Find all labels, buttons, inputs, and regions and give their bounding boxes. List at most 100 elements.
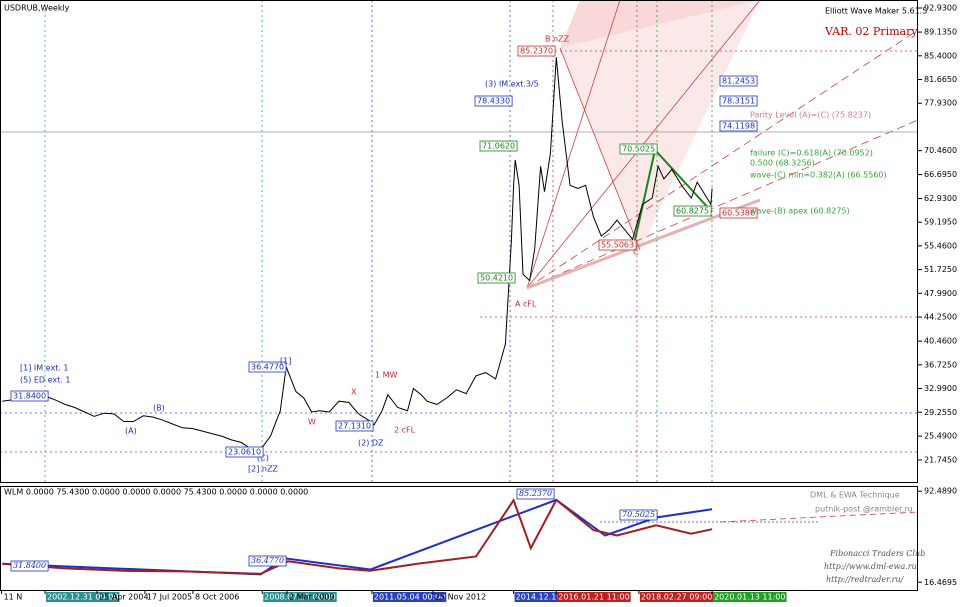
y-tick-label: 77.9300 [924,99,957,108]
fan-area [560,0,760,250]
annotation: 36.4770 [251,363,284,372]
annotation: C [633,248,639,257]
annotation: 23.0610 [228,448,261,457]
annotation-box [517,45,556,57]
annotation: 0.500 (68.3256) [750,159,815,168]
x-tick-label: 25 Apr 2004 [99,593,148,602]
annotation-box [719,120,758,132]
annotation: Parity Level (A)=(C) (75.8237) [750,111,871,120]
annotation: 2 cFL [394,426,416,435]
x-tick-label: 2011.05.04 00:00 [374,593,445,602]
annotation: (5) ED ext. 1 [20,376,70,385]
x-tick-label: 8 Oct 2006 [195,593,239,602]
annotation-box [477,272,516,284]
x-tick-label: 2 Mar 2009 [289,593,335,602]
y-tick-label: 32.9900 [924,384,957,393]
x-tick-label: 25 Nov 2012 [435,593,486,602]
annotation: W [308,418,316,427]
annotation-box [719,75,758,87]
fan-line [559,47,641,251]
x-tick-label-bg [639,592,714,602]
y-tick-label: 55.4600 [924,241,957,250]
annotation-box [479,140,518,152]
y-tick-label: 40.4600 [924,337,957,346]
annotation: http://www.dml-ewa.ru [824,562,917,571]
annotation-box [248,555,287,567]
x-tick-label: 2020.01.13 11:00 [714,593,785,602]
y-tick-label: 51.7250 [924,265,957,274]
x-tick-label-bg [372,592,447,602]
h-line [719,511,919,523]
annotation-box [719,95,758,107]
annotation-box [719,207,758,219]
y-tick-label: 44.2500 [924,313,957,322]
annotation-box [673,205,712,217]
x-tick-label: 17 Jul 2005 [147,593,192,602]
y-tick-label: 29.2550 [924,408,957,417]
annotation: Fibonacci Traders Club [829,549,925,558]
y-tick-label: 92.4890 [924,487,957,496]
annotation: 60.8275 [676,207,709,216]
annotation: putnik-post @rambler.ru [815,505,913,514]
annotation: http://redtrader.ru/ [826,575,905,584]
fan-line [526,119,919,289]
x-tick-label-bg [46,592,120,602]
x-tick-label-bg [514,592,571,602]
annotation: 31.8400 [13,392,46,401]
x-tick-label: 2014.12.16 1 [516,593,569,602]
annotation-box [619,143,658,155]
annotation: [2] nZZ [248,465,278,474]
y-tick-label: 59.1950 [924,218,957,227]
annotation: 55.5063 [601,241,634,250]
chart-title: USDRUB,Weekly [4,4,70,13]
annotation: 70.5025 [622,145,655,154]
annotation-box [10,560,49,572]
annotation-box [619,509,658,521]
annotation: DML & EWA Technique [810,491,900,500]
y-tick-label: 70.4600 [924,146,957,155]
annotation: (B) [153,404,165,413]
y-tick-label: 62.9300 [924,194,957,203]
x-tick-label-bg [713,592,787,602]
annotation: 78.3151 [722,97,755,106]
y-tick-label: 81.6650 [924,75,957,84]
fan-line [526,0,621,289]
annotation-box [598,239,637,251]
annotation: (3) IM ext.3/5 [485,80,539,89]
annotation: 70.5025 [622,510,655,519]
annotation: [1] IM ext. 1 [20,364,69,373]
annotation: B nZZ [545,35,570,44]
y-tick-label: 25.4900 [924,432,957,441]
series-line [2,57,713,450]
y-tick-label: 89.1350 [924,28,957,37]
annotation: 60.5386 [722,209,755,218]
annotation-box [516,488,555,500]
annotation-box [10,390,49,402]
annotation-box [225,446,264,458]
annotation: 74.1198 [722,122,755,131]
y-tick-label: 21.7450 [924,455,957,464]
annotation: Elliott Wave Maker 5.61.5 [825,7,927,16]
main-frame [0,0,918,483]
x-tick-label: 2008.07.15 00:00 [264,593,335,602]
annotation-box [248,361,287,373]
annotation: 78.4330 [477,97,510,106]
x-tick-label: 11 N [4,593,23,602]
panel-frame [0,486,918,591]
annotation: 27.1310 [338,422,371,431]
annotation: (2) DZ [358,439,384,448]
series-line [2,497,713,575]
annotation: 85.2370 [519,489,552,498]
annotation: wave-(C) min=0.382(A) (66.5560) [750,171,887,180]
y-tick-label: 47.9900 [924,289,957,298]
y-tick-label: 16.4695 [924,578,957,587]
annotation: 71.0620 [482,142,515,151]
x-tick-label: 2002.12.31 00:00 [47,593,118,602]
annotation: 1 MW [375,371,398,380]
x-tick-label: 2016.01.21 11:00 [558,593,629,602]
x-tick-label: 2018.02.27 09:00 [641,593,712,602]
fan-line [526,29,919,289]
annotation-box [335,420,374,432]
annotation: (C) [257,454,269,463]
